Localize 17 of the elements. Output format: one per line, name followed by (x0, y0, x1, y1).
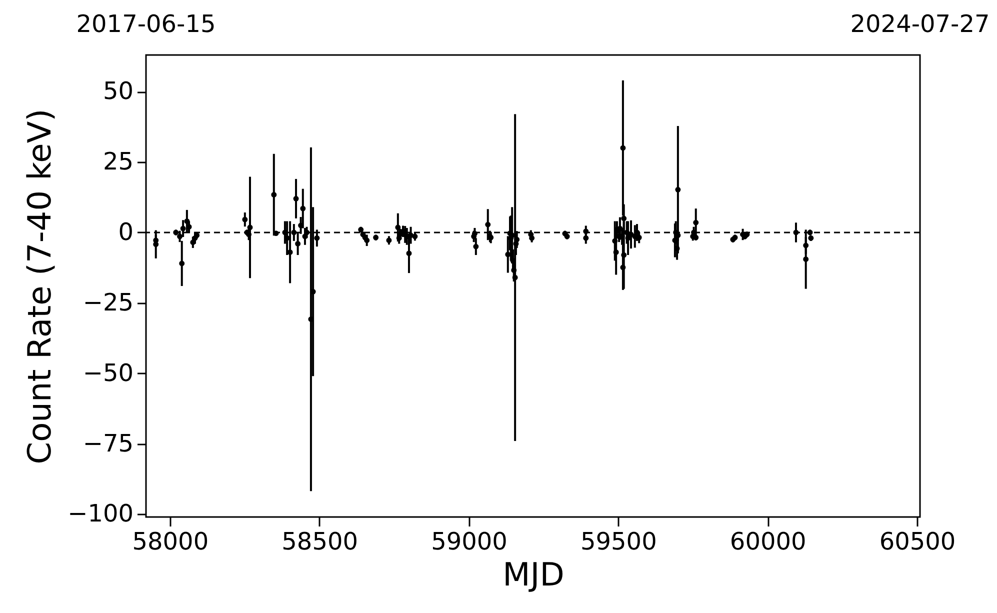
y-tick-label: −75 (82, 429, 134, 458)
y-axis-title: Count Rate (7-40 keV) (20, 108, 59, 464)
y-tick-label: −50 (82, 358, 134, 387)
y-tick-label: −100 (68, 500, 134, 528)
x-tick-label: 60000 (730, 528, 806, 556)
x-axis-title: MJD (502, 556, 564, 594)
text: 2024-07-27 (850, 10, 990, 38)
y-tick-label: 25 (102, 148, 134, 176)
y-tick-label: 0 (118, 218, 134, 246)
x-tick-label: 60500 (879, 528, 956, 556)
x-tick-label: 59000 (431, 528, 508, 556)
y-tick-label: 50 (102, 77, 134, 106)
x-tick-label: 58500 (282, 528, 358, 556)
x-tick-label: 58000 (132, 528, 209, 556)
x-tick-label: 59500 (580, 528, 657, 556)
y-tick-label: −25 (82, 288, 134, 316)
text: 2017-06-15 (76, 10, 216, 38)
